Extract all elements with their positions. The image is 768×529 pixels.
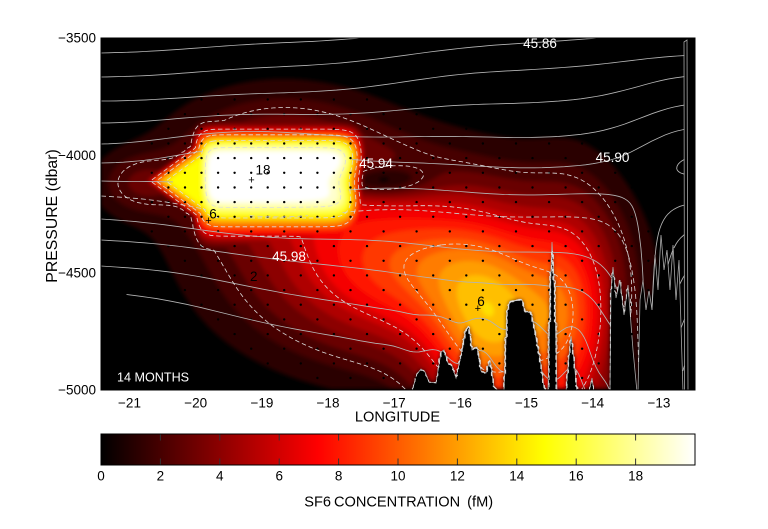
svg-text:−20: −20: [184, 396, 207, 411]
svg-text:12: 12: [450, 469, 465, 484]
svg-text:6: 6: [477, 294, 485, 309]
svg-text:LONGITUDE: LONGITUDE: [355, 410, 440, 426]
svg-text:6: 6: [275, 469, 283, 484]
svg-text:14: 14: [509, 469, 525, 484]
svg-text:+: +: [475, 303, 481, 315]
svg-text:6: 6: [209, 207, 217, 222]
svg-text:45.86: 45.86: [523, 36, 557, 51]
svg-text:−3500: −3500: [58, 31, 96, 46]
svg-text:−5000: −5000: [58, 383, 96, 398]
svg-text:+: +: [205, 215, 211, 227]
svg-text:10: 10: [390, 469, 405, 484]
svg-text:−21: −21: [118, 396, 141, 411]
svg-text:−18: −18: [317, 396, 340, 411]
svg-text:18: 18: [628, 469, 643, 484]
svg-text:−17: −17: [383, 396, 406, 411]
svg-text:2: 2: [250, 269, 258, 284]
svg-text:45.94: 45.94: [359, 156, 393, 171]
svg-text:45.98: 45.98: [272, 249, 306, 264]
svg-text:14 MONTHS: 14 MONTHS: [117, 371, 189, 385]
svg-text:8: 8: [335, 469, 343, 484]
svg-text:2: 2: [157, 469, 165, 484]
svg-text:−4000: −4000: [58, 148, 96, 163]
svg-text:−19: −19: [250, 396, 273, 411]
svg-text:SF6 CONCENTRATION (fM): SF6 CONCENTRATION (fM): [304, 495, 493, 511]
svg-text:45.90: 45.90: [596, 150, 630, 165]
svg-text:4: 4: [216, 469, 224, 484]
svg-text:+: +: [248, 175, 254, 187]
svg-text:16: 16: [569, 469, 584, 484]
svg-text:−16: −16: [449, 396, 472, 411]
svg-text:18: 18: [255, 163, 270, 178]
svg-text:PRESSURE (dbar): PRESSURE (dbar): [44, 149, 61, 282]
svg-text:−14: −14: [581, 396, 604, 411]
svg-text:−4500: −4500: [58, 265, 96, 280]
svg-text:−15: −15: [515, 396, 538, 411]
svg-text:0: 0: [97, 469, 105, 484]
svg-text:−13: −13: [647, 396, 670, 411]
